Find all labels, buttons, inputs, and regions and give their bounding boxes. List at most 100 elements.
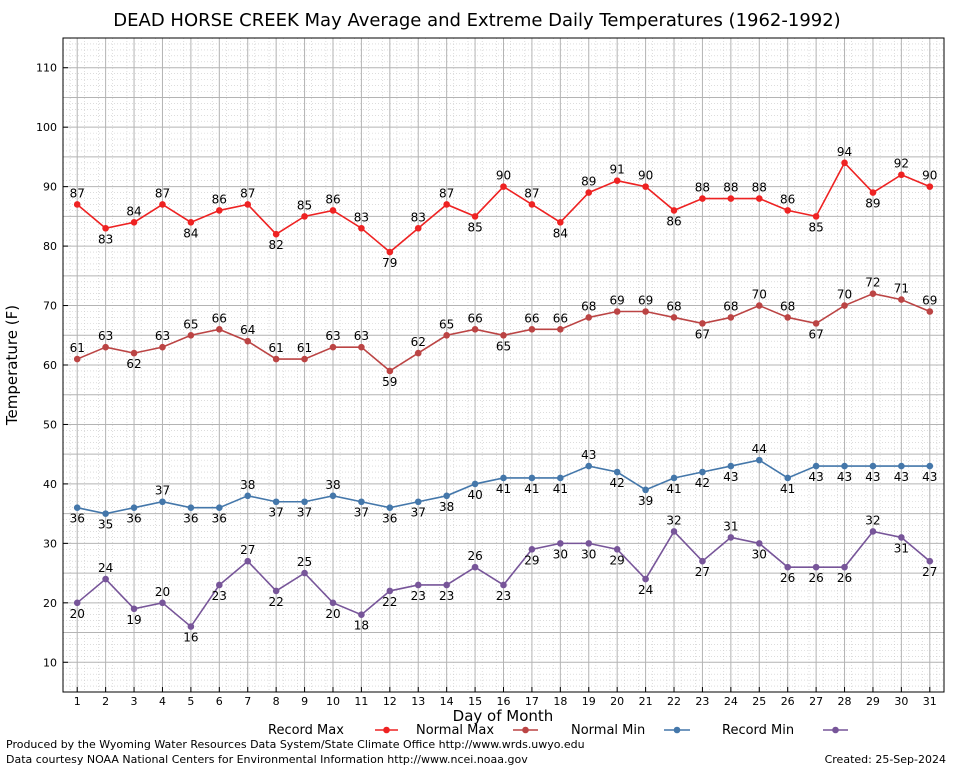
data-point-record-max bbox=[557, 219, 564, 226]
data-point-normal-max bbox=[926, 308, 934, 315]
data-point-record-max bbox=[670, 207, 678, 214]
data-point-record-min bbox=[358, 611, 365, 619]
data-label-normal-max: 61 bbox=[269, 341, 284, 355]
data-label-normal-max: 68 bbox=[723, 299, 738, 313]
x-tick-label: 12 bbox=[383, 695, 397, 708]
data-point-record-min bbox=[585, 540, 593, 547]
data-point-normal-max bbox=[898, 296, 905, 303]
x-tick-label: 2 bbox=[102, 695, 109, 708]
data-label-record-max: 85 bbox=[297, 198, 312, 212]
data-point-normal-max bbox=[187, 331, 195, 339]
data-point-record-min bbox=[841, 563, 848, 571]
data-label-normal-min: 43 bbox=[922, 470, 937, 484]
data-point-normal-max bbox=[557, 326, 564, 333]
y-tick-label: 90 bbox=[43, 181, 57, 194]
data-label-record-min: 30 bbox=[581, 547, 596, 561]
data-label-record-max: 83 bbox=[354, 210, 369, 224]
data-label-record-max: 86 bbox=[666, 214, 681, 228]
data-label-normal-max: 64 bbox=[240, 323, 255, 337]
data-point-record-max bbox=[500, 183, 507, 190]
data-label-normal-max: 65 bbox=[439, 317, 454, 331]
data-label-record-min: 23 bbox=[411, 589, 426, 603]
data-point-record-max bbox=[528, 201, 536, 208]
x-tick-label: 22 bbox=[667, 695, 681, 708]
data-label-normal-min: 36 bbox=[126, 512, 141, 526]
x-tick-label: 5 bbox=[187, 695, 194, 708]
data-point-record-min bbox=[642, 575, 649, 583]
data-point-normal-min bbox=[159, 498, 166, 506]
data-label-normal-min: 40 bbox=[467, 488, 482, 502]
y-tick-label: 60 bbox=[43, 359, 57, 372]
data-point-record-max bbox=[102, 224, 109, 232]
data-point-normal-max bbox=[73, 355, 81, 363]
data-label-record-min: 26 bbox=[837, 571, 852, 585]
x-tick-label: 10 bbox=[326, 695, 340, 708]
data-point-record-max bbox=[187, 219, 195, 226]
data-point-record-max bbox=[301, 213, 308, 220]
data-label-record-min: 23 bbox=[212, 589, 227, 603]
x-tick-label: 24 bbox=[724, 695, 738, 708]
legend-label-record-min: Record Min bbox=[722, 723, 794, 738]
data-label-record-min: 32 bbox=[865, 513, 880, 527]
data-label-record-min: 22 bbox=[269, 595, 284, 609]
data-point-normal-min bbox=[443, 492, 450, 500]
data-label-record-min: 29 bbox=[524, 553, 539, 567]
data-label-record-min: 27 bbox=[922, 565, 937, 579]
data-label-normal-min: 43 bbox=[865, 470, 880, 484]
data-point-normal-min bbox=[414, 498, 422, 506]
data-point-record-max bbox=[898, 171, 905, 179]
data-label-normal-min: 36 bbox=[212, 512, 227, 526]
data-label-record-max: 87 bbox=[70, 186, 85, 200]
data-point-normal-min bbox=[301, 498, 308, 506]
data-label-record-max: 94 bbox=[837, 145, 852, 159]
data-point-record-min bbox=[784, 563, 791, 571]
data-label-record-min: 27 bbox=[240, 543, 255, 557]
data-label-record-max: 88 bbox=[723, 181, 738, 195]
x-axis-label: Day of Month bbox=[453, 707, 554, 725]
x-tick-label: 30 bbox=[894, 695, 908, 708]
data-point-record-min bbox=[443, 581, 450, 589]
data-label-normal-min: 41 bbox=[496, 482, 511, 496]
data-point-record-max bbox=[841, 159, 848, 167]
x-tick-label: 1 bbox=[74, 695, 81, 708]
data-label-record-min: 25 bbox=[297, 555, 312, 569]
data-label-record-max: 91 bbox=[610, 163, 625, 177]
data-point-normal-max bbox=[329, 343, 337, 351]
data-point-record-max bbox=[926, 183, 934, 190]
data-label-normal-min: 35 bbox=[98, 518, 113, 532]
data-label-normal-max: 69 bbox=[638, 293, 653, 307]
data-label-record-min: 31 bbox=[894, 541, 909, 555]
data-point-normal-min bbox=[755, 456, 763, 464]
data-point-record-max bbox=[329, 207, 337, 214]
data-point-normal-max bbox=[727, 314, 735, 321]
data-label-normal-max: 67 bbox=[808, 327, 823, 341]
x-tick-label: 21 bbox=[639, 695, 653, 708]
data-label-record-max: 85 bbox=[808, 220, 823, 234]
data-label-record-max: 83 bbox=[98, 232, 113, 246]
data-label-record-min: 24 bbox=[98, 561, 113, 575]
data-label-normal-min: 41 bbox=[553, 482, 568, 496]
data-point-normal-min bbox=[471, 480, 479, 488]
data-point-normal-min bbox=[528, 474, 536, 482]
data-label-normal-max: 65 bbox=[496, 339, 511, 353]
y-tick-label: 40 bbox=[43, 478, 57, 491]
x-tick-label: 25 bbox=[752, 695, 766, 708]
data-point-normal-max bbox=[699, 320, 706, 327]
y-tick-label: 30 bbox=[43, 537, 57, 550]
data-label-record-max: 90 bbox=[922, 169, 937, 183]
y-tick-label: 70 bbox=[43, 300, 57, 313]
data-label-record-max: 92 bbox=[894, 157, 909, 171]
data-label-record-min: 24 bbox=[638, 583, 653, 597]
data-point-record-max bbox=[358, 224, 365, 232]
footer-created-date: Created: 25-Sep-2024 bbox=[824, 753, 946, 766]
data-point-record-min bbox=[926, 557, 934, 565]
data-point-normal-min bbox=[670, 474, 678, 482]
data-point-record-min bbox=[216, 581, 223, 589]
data-label-normal-max: 63 bbox=[354, 329, 369, 343]
y-tick-label: 100 bbox=[36, 121, 57, 134]
data-label-normal-min: 36 bbox=[183, 512, 198, 526]
data-point-record-max bbox=[159, 201, 166, 208]
data-point-normal-max bbox=[869, 290, 877, 297]
data-label-record-min: 20 bbox=[155, 585, 170, 599]
